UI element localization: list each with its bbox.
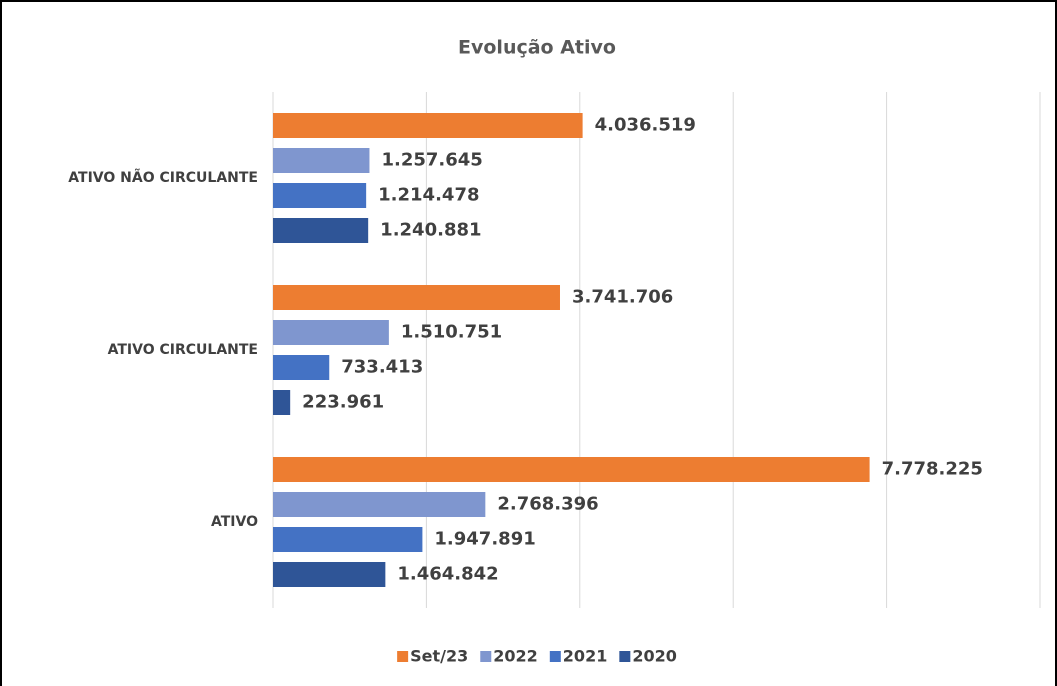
- data-label: 2.768.396: [497, 494, 598, 515]
- bar: [273, 355, 330, 380]
- data-label: 733.413: [341, 357, 423, 378]
- data-label: 3.741.706: [572, 287, 673, 308]
- category-label: ATIVO CIRCULANTE: [108, 342, 258, 358]
- data-label: 1.257.645: [381, 150, 482, 171]
- data-label: 1.947.891: [434, 529, 535, 550]
- bar: [273, 390, 291, 415]
- data-label: 7.778.225: [882, 459, 983, 480]
- bar: [273, 183, 367, 208]
- bar: [273, 492, 486, 517]
- bar: [273, 320, 389, 345]
- data-label: 223.961: [302, 392, 384, 413]
- bar: [273, 527, 423, 552]
- legend-swatch: [619, 651, 631, 662]
- legend-label: 2020: [632, 647, 677, 666]
- bar: [273, 218, 369, 243]
- legend-label: 2021: [563, 647, 608, 666]
- data-label: 1.240.881: [380, 220, 481, 241]
- data-label: 1.214.478: [378, 185, 479, 206]
- legend-label: Set/23: [410, 647, 468, 666]
- bar: [273, 148, 370, 173]
- bar: [273, 457, 870, 482]
- legend-swatch: [549, 651, 561, 662]
- legend-swatch: [397, 651, 409, 662]
- data-label: 1.510.751: [401, 322, 502, 343]
- data-label: 4.036.519: [595, 115, 696, 136]
- category-label: ATIVO NÃO CIRCULANTE: [68, 169, 258, 186]
- chart-title: Evolução Ativo: [458, 37, 616, 59]
- legend-label: 2022: [493, 647, 538, 666]
- legend-swatch: [480, 651, 492, 662]
- bar: [273, 113, 583, 138]
- bar: [273, 562, 386, 587]
- data-label: 1.464.842: [397, 564, 498, 585]
- bar: [273, 285, 560, 310]
- category-label: ATIVO: [211, 514, 258, 530]
